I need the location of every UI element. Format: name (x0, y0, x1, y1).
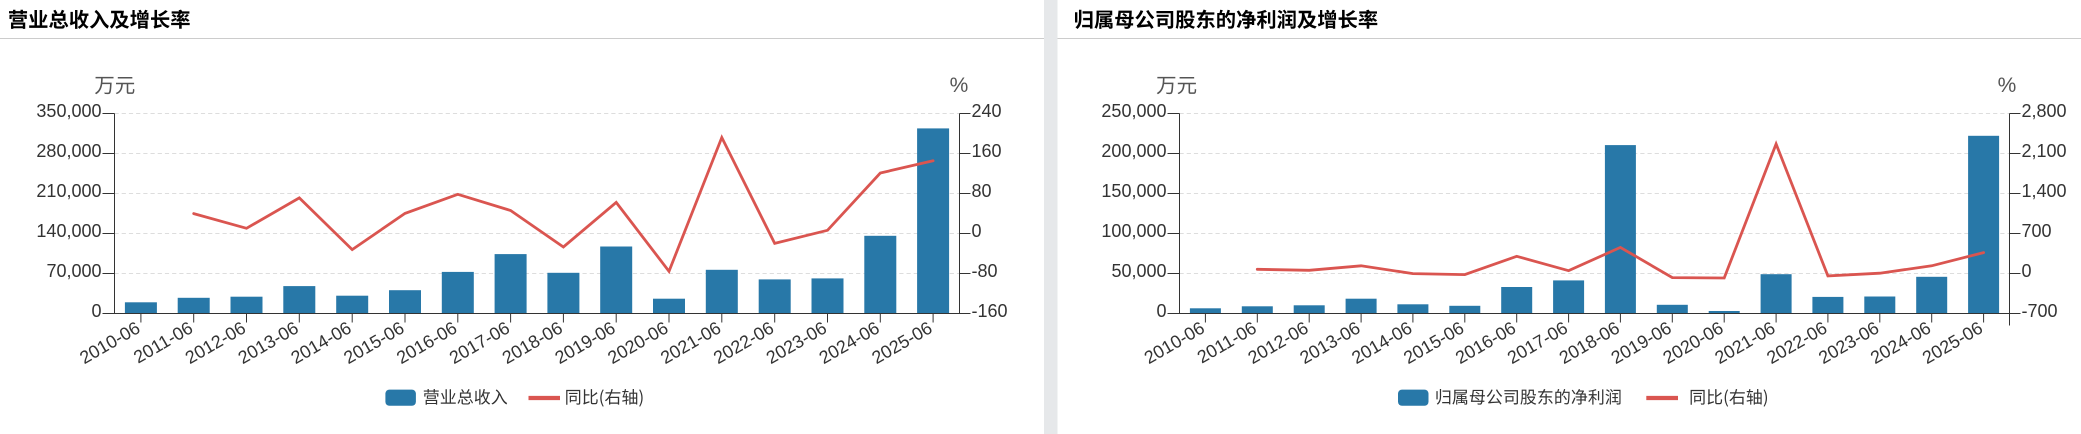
svg-text:280,000: 280,000 (36, 141, 101, 161)
svg-text:0: 0 (2022, 261, 2032, 281)
svg-text:150,000: 150,000 (1101, 181, 1166, 201)
svg-text:250,000: 250,000 (1101, 101, 1166, 121)
svg-text:100,000: 100,000 (1101, 221, 1166, 241)
svg-text:-80: -80 (972, 261, 998, 281)
svg-text:350,000: 350,000 (36, 101, 101, 121)
svg-text:210,000: 210,000 (36, 181, 101, 201)
svg-text:0: 0 (1156, 301, 1166, 321)
svg-text:50,000: 50,000 (1111, 261, 1166, 281)
svg-text:%: % (1998, 74, 2017, 97)
svg-text:160: 160 (972, 141, 1002, 161)
svg-text:0: 0 (91, 301, 101, 321)
svg-text:2,100: 2,100 (2022, 141, 2067, 161)
svg-text:2,800: 2,800 (2022, 101, 2067, 121)
svg-text:700: 700 (2022, 221, 2052, 241)
svg-text:140,000: 140,000 (36, 221, 101, 241)
svg-text:-160: -160 (972, 301, 1008, 321)
svg-text:%: % (950, 74, 969, 97)
svg-text:240: 240 (972, 101, 1002, 121)
svg-text:70,000: 70,000 (46, 261, 101, 281)
svg-text:-700: -700 (2022, 301, 2058, 321)
svg-text:0: 0 (972, 221, 982, 241)
svg-text:1,400: 1,400 (2022, 181, 2067, 201)
svg-text:200,000: 200,000 (1101, 141, 1166, 161)
svg-text:80: 80 (972, 181, 992, 201)
